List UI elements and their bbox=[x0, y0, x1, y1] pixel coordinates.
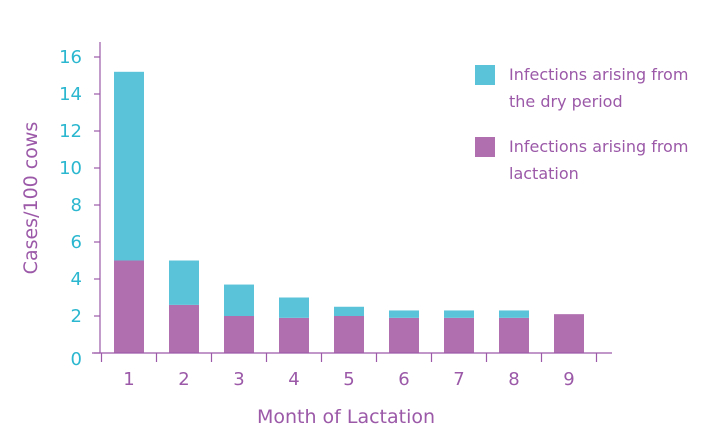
bar-segment bbox=[114, 71, 144, 261]
x-axis-title: Month of Lactation bbox=[257, 406, 435, 428]
bar-segment bbox=[279, 297, 309, 318]
bar-segment bbox=[389, 310, 419, 318]
bar-segment bbox=[499, 310, 529, 318]
bar-segment bbox=[169, 260, 199, 305]
bar-segment bbox=[334, 316, 364, 353]
x-tick-label: 2 bbox=[178, 369, 189, 390]
y-tick-label: 0 bbox=[71, 349, 82, 370]
legend-label: Infections arising from bbox=[509, 137, 688, 156]
x-tick-label: 4 bbox=[288, 369, 299, 390]
y-tick-label: 2 bbox=[71, 306, 82, 327]
y-tick-label: 10 bbox=[59, 158, 82, 179]
bar-segment bbox=[169, 304, 199, 353]
y-tick-label: 6 bbox=[71, 232, 82, 253]
y-tick-label: 16 bbox=[59, 47, 82, 68]
x-tick-label: 6 bbox=[398, 369, 409, 390]
legend-swatch bbox=[475, 65, 495, 85]
bar-segment bbox=[389, 317, 419, 353]
bar-segment bbox=[499, 317, 529, 353]
x-tick-label: 7 bbox=[453, 369, 464, 390]
y-tick-label: 4 bbox=[71, 269, 82, 290]
legend-label: Infections arising from bbox=[509, 65, 688, 84]
x-tick-label: 3 bbox=[233, 369, 244, 390]
y-tick-label: 14 bbox=[59, 84, 82, 105]
legend-label: the dry period bbox=[509, 92, 623, 111]
legend-swatch bbox=[475, 137, 495, 157]
x-tick-label: 9 bbox=[563, 369, 574, 390]
bar-segment bbox=[224, 284, 254, 316]
y-axis-ticks: 0 2 4 6 8 10 12 14 16 bbox=[59, 47, 100, 370]
legend: Infections arising from the dry period Inf… bbox=[475, 65, 688, 183]
y-axis-title: Cases/100 cows bbox=[20, 122, 42, 275]
legend-label: lactation bbox=[509, 164, 579, 183]
x-tick-label: 5 bbox=[343, 369, 354, 390]
bar-segment bbox=[224, 316, 254, 353]
bar-segment bbox=[279, 317, 309, 353]
bar-segment bbox=[444, 310, 474, 318]
bar-segment bbox=[554, 314, 584, 353]
bar-segment bbox=[334, 306, 364, 316]
bars bbox=[114, 71, 584, 353]
x-tick-label: 8 bbox=[508, 369, 519, 390]
bar-segment bbox=[114, 260, 144, 353]
x-tick-label: 1 bbox=[123, 369, 134, 390]
bar-segment bbox=[444, 317, 474, 353]
y-tick-label: 8 bbox=[71, 195, 82, 216]
y-tick-label: 12 bbox=[59, 121, 82, 142]
x-axis-ticks: 1 2 3 4 5 6 7 8 9 bbox=[100, 353, 598, 390]
